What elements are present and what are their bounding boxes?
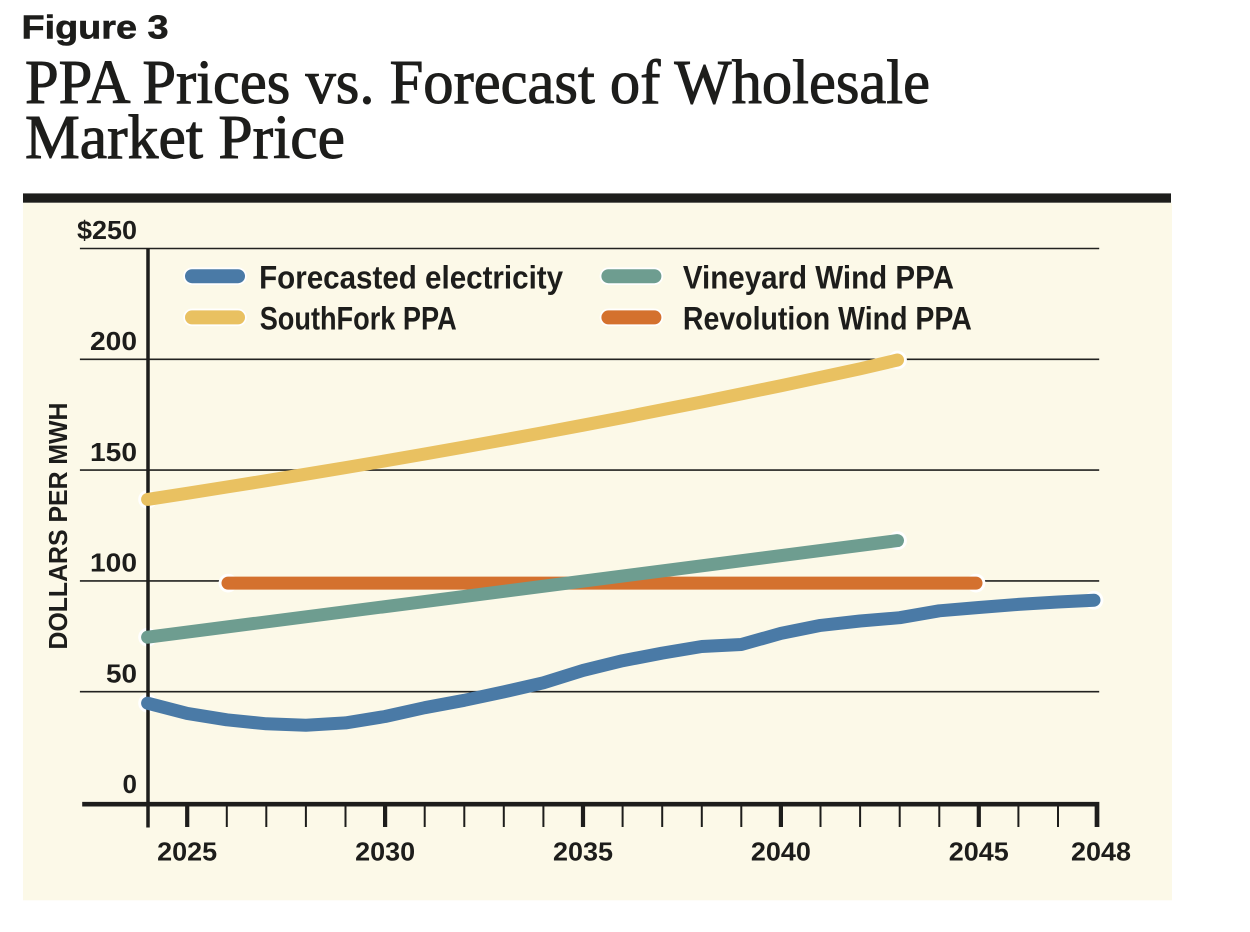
svg-text:Market Price: Market Price [25, 104, 345, 172]
svg-text:PPA Prices vs. Forecast of Who: PPA Prices vs. Forecast of Wholesale [25, 49, 930, 117]
svg-text:Vineyard Wind PPA: Vineyard Wind PPA [683, 259, 954, 295]
svg-text:2040: 2040 [751, 836, 811, 866]
svg-text:Revolution Wind PPA: Revolution Wind PPA [683, 301, 972, 337]
svg-text:0: 0 [123, 769, 137, 799]
svg-text:50: 50 [106, 658, 137, 688]
svg-text:2045: 2045 [949, 836, 1009, 866]
svg-text:200: 200 [90, 326, 137, 356]
svg-text:$250: $250 [77, 215, 137, 245]
svg-text:2035: 2035 [553, 836, 613, 866]
svg-text:Figure 3: Figure 3 [22, 8, 169, 45]
svg-text:DOLLARS PER MWH: DOLLARS PER MWH [43, 403, 73, 650]
svg-text:2030: 2030 [355, 836, 415, 866]
svg-text:Forecasted electricity: Forecasted electricity [259, 259, 563, 295]
svg-text:SouthFork PPA: SouthFork PPA [260, 301, 457, 337]
svg-text:2048: 2048 [1071, 836, 1131, 866]
svg-text:150: 150 [90, 437, 137, 467]
svg-text:100: 100 [90, 548, 137, 578]
svg-text:2025: 2025 [157, 836, 217, 866]
